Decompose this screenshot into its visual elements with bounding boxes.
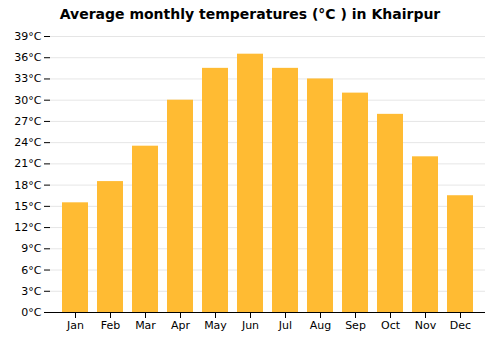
svg-text:Aug: Aug: [310, 319, 331, 332]
svg-text:12°C: 12°C: [14, 221, 41, 234]
svg-text:Apr: Apr: [171, 319, 191, 332]
svg-text:May: May: [204, 319, 227, 332]
svg-text:36°C: 36°C: [14, 51, 41, 64]
svg-text:21°C: 21°C: [14, 157, 41, 170]
svg-text:24°C: 24°C: [14, 136, 41, 149]
svg-text:Sep: Sep: [345, 319, 366, 332]
svg-text:0°C: 0°C: [21, 306, 41, 319]
svg-text:18°C: 18°C: [14, 179, 41, 192]
svg-text:Oct: Oct: [381, 319, 401, 332]
svg-text:30°C: 30°C: [14, 94, 41, 107]
svg-text:6°C: 6°C: [21, 264, 41, 277]
svg-text:Jun: Jun: [241, 319, 259, 332]
svg-text:Dec: Dec: [450, 319, 471, 332]
svg-text:Jul: Jul: [278, 319, 292, 332]
svg-text:33°C: 33°C: [14, 72, 41, 85]
svg-text:Feb: Feb: [101, 319, 120, 332]
svg-text:9°C: 9°C: [21, 242, 41, 255]
svg-text:Mar: Mar: [135, 319, 156, 332]
svg-text:15°C: 15°C: [14, 200, 41, 213]
svg-text:27°C: 27°C: [14, 115, 41, 128]
svg-text:Jan: Jan: [66, 319, 84, 332]
svg-text:39°C: 39°C: [14, 30, 41, 43]
html-text:Average monthly temperatures (: Average monthly temperatures (°C ) in Kh…: [59, 6, 441, 22]
svg-text:Nov: Nov: [415, 319, 437, 332]
svg-text:3°C: 3°C: [21, 285, 41, 298]
